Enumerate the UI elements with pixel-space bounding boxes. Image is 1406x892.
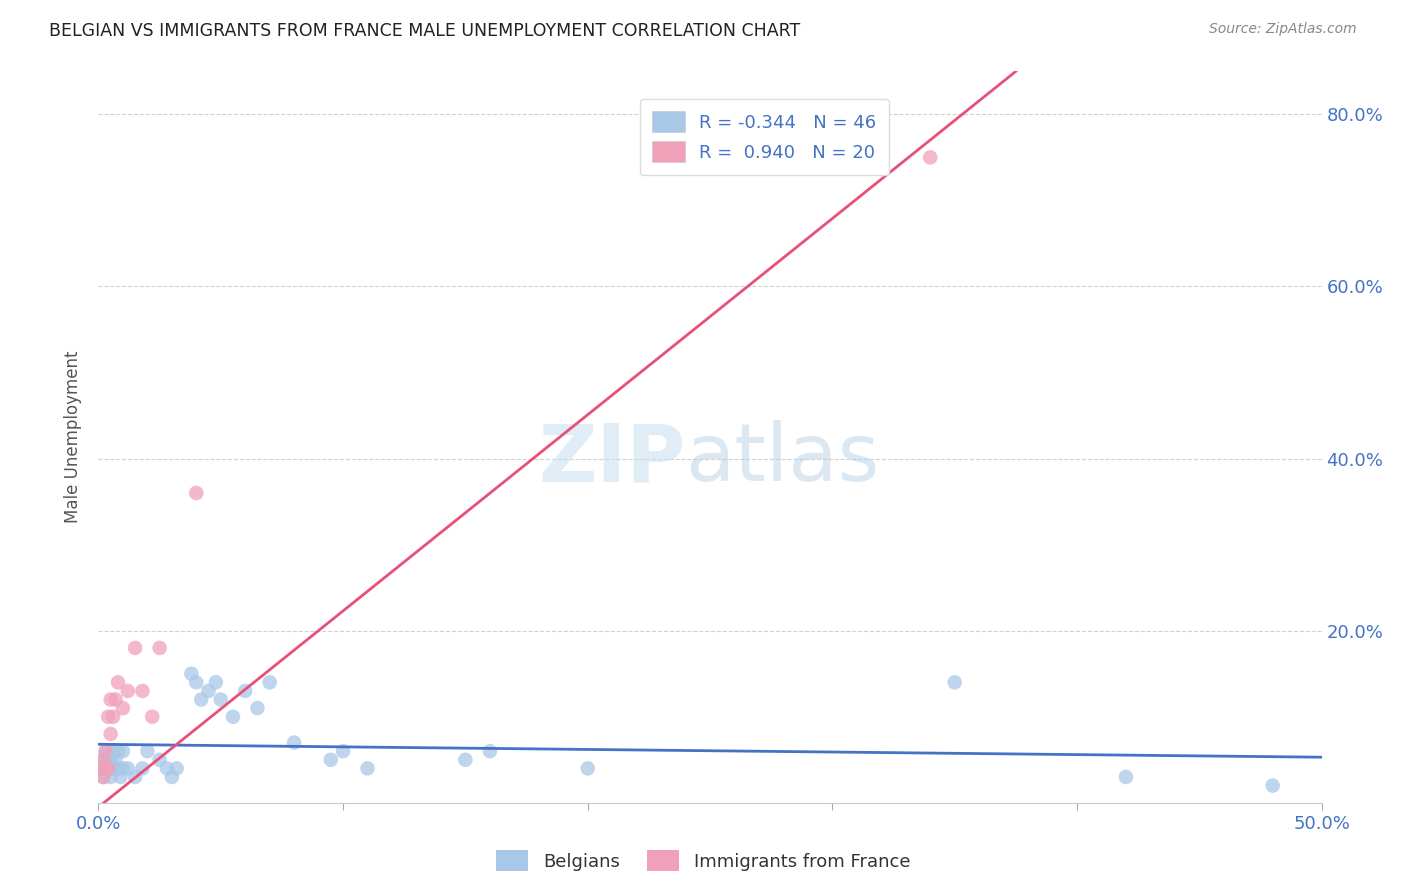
Point [160,770,183,784]
Point [283,735,305,749]
Point [104,692,127,706]
Point [94,761,117,775]
Point [222,710,245,724]
Point [454,753,477,767]
Point [97,761,120,775]
Point [107,744,129,758]
Point [1115,770,1137,784]
Point [104,761,127,775]
Point [920,150,942,164]
Text: ZIP: ZIP [538,420,686,498]
Point [101,744,124,758]
Point [117,684,139,698]
Point [149,753,172,767]
Point [124,770,146,784]
Point [190,692,212,706]
Point [94,744,117,758]
Point [107,761,129,775]
Point [111,744,134,758]
Point [186,486,208,500]
Point [91,770,114,784]
Point [332,744,354,758]
Point [136,744,159,758]
Point [100,692,122,706]
Text: Source: ZipAtlas.com: Source: ZipAtlas.com [1209,22,1357,37]
Point [209,692,232,706]
Point [233,684,256,698]
Point [186,675,208,690]
Point [259,675,281,690]
Point [104,753,127,767]
Point [91,770,114,784]
Text: atlas: atlas [686,420,880,498]
Y-axis label: Male Unemployment: Male Unemployment [65,351,83,524]
Point [94,761,117,775]
Point [90,761,112,775]
Legend: Belgians, Immigrants from France: Belgians, Immigrants from France [489,843,917,879]
Point [319,753,342,767]
Point [94,744,117,758]
Point [197,684,219,698]
Point [156,761,179,775]
Point [943,675,966,690]
Point [117,761,139,775]
Point [180,666,202,681]
Point [131,761,153,775]
Point [205,675,228,690]
Point [91,753,114,767]
Point [100,727,122,741]
Point [101,710,124,724]
Point [111,761,134,775]
Point [97,753,120,767]
Point [91,753,114,767]
Point [97,710,120,724]
Text: BELGIAN VS IMMIGRANTS FROM FRANCE MALE UNEMPLOYMENT CORRELATION CHART: BELGIAN VS IMMIGRANTS FROM FRANCE MALE U… [49,22,800,40]
Legend: R = -0.344   N = 46, R =  0.940   N = 20: R = -0.344 N = 46, R = 0.940 N = 20 [640,99,889,175]
Point [166,761,188,775]
Point [110,770,132,784]
Point [131,684,153,698]
Point [111,701,134,715]
Point [1261,779,1284,793]
Point [124,640,146,655]
Point [97,761,120,775]
Point [356,761,378,775]
Point [101,761,124,775]
Point [149,640,172,655]
Point [478,744,501,758]
Point [90,761,112,775]
Point [100,770,122,784]
Point [107,675,129,690]
Point [141,710,163,724]
Point [576,761,599,775]
Point [100,753,122,767]
Point [246,701,269,715]
